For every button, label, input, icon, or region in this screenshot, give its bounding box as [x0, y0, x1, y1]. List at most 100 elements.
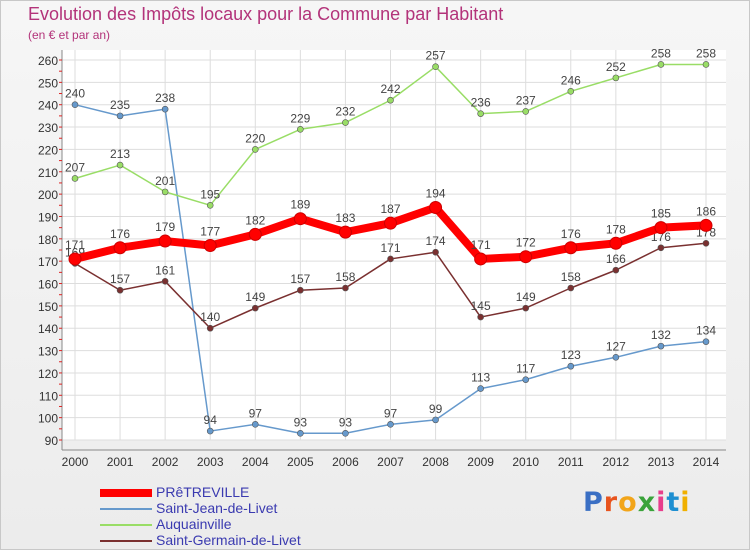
data-point: [206, 324, 214, 332]
data-label: 213: [110, 147, 130, 161]
data-point: [161, 105, 169, 113]
data-point: [612, 74, 620, 82]
legend-label: Saint-Germain-de-Livet: [156, 532, 301, 548]
y-tick-label: 120: [38, 367, 58, 381]
data-point: [251, 421, 259, 428]
data-point: [702, 239, 710, 247]
data-label: 174: [426, 234, 446, 248]
y-tick-label: 260: [38, 54, 58, 68]
data-point: [297, 286, 304, 294]
data-point: [113, 241, 127, 255]
data-point: [161, 188, 169, 196]
data-point: [206, 201, 214, 209]
data-label: 187: [380, 202, 400, 216]
legend-item: Saint-Germain-de-Livet: [100, 532, 400, 549]
data-point: [68, 252, 82, 266]
data-point: [432, 63, 439, 71]
data-label: 145: [471, 299, 491, 313]
data-label: 189: [290, 198, 310, 212]
data-point: [297, 125, 304, 133]
data-label: 242: [380, 82, 400, 96]
data-label: 201: [155, 174, 175, 188]
data-point: [387, 96, 394, 104]
series-saint-jean-de-livet: 240 235 238 94 97 93 93 97 99 113 117 123 127 132 134: [65, 87, 716, 437]
data-point: [158, 234, 172, 248]
data-point: [251, 146, 259, 153]
x-tick-label: 2003: [197, 455, 224, 469]
data-point: [522, 304, 530, 312]
data-label: 179: [155, 220, 175, 234]
data-point: [567, 362, 575, 370]
data-point: [567, 284, 575, 292]
data-point: [477, 110, 484, 117]
x-tick-label: 2007: [377, 455, 404, 469]
data-label: 194: [426, 187, 446, 201]
data-point: [654, 221, 668, 235]
data-label: 149: [516, 290, 536, 304]
data-label: 238: [155, 91, 175, 105]
data-label: 195: [200, 187, 220, 201]
data-point: [657, 342, 665, 350]
legend-label: PRêTREVILLE: [156, 484, 250, 500]
data-label: 123: [561, 348, 581, 362]
logo-letter: t: [666, 487, 681, 518]
legend-swatch: [100, 508, 152, 510]
chart-legend: PRêTREVILLE Saint-Jean-de-Livet Auquainvil…: [100, 484, 400, 549]
data-point: [432, 416, 439, 424]
data-label: 171: [65, 238, 85, 252]
data-point: [251, 304, 259, 312]
data-label: 237: [516, 93, 536, 107]
y-tick-label: 130: [38, 345, 58, 359]
logo-letter: i: [656, 487, 667, 518]
legend-swatch: [100, 489, 152, 497]
data-label: 257: [426, 49, 446, 63]
data-point: [71, 101, 79, 109]
data-label: 171: [380, 241, 400, 255]
data-point: [657, 244, 665, 252]
data-label: 182: [245, 213, 265, 227]
data-label: 252: [606, 60, 626, 74]
data-label: 176: [561, 227, 581, 241]
logo-letter: x: [637, 487, 657, 518]
x-tick-label: 2001: [107, 455, 134, 469]
data-point: [657, 61, 665, 68]
y-tick-label: 250: [38, 76, 58, 90]
x-tick-label: 2012: [603, 455, 630, 469]
legend-item: Saint-Jean-de-Livet: [100, 500, 400, 517]
data-label: 93: [339, 415, 353, 429]
y-tick-label: 170: [38, 255, 58, 269]
data-label: 97: [384, 406, 398, 420]
data-label: 157: [110, 272, 130, 286]
data-label: 158: [335, 270, 355, 284]
data-label: 161: [155, 263, 175, 277]
data-point: [702, 338, 710, 345]
series-auquainville: 207 213 201 195 220 229 232 242 257 236 237 246 252 2…: [65, 46, 716, 209]
data-point: [702, 61, 710, 68]
data-point: [477, 385, 484, 392]
data-point: [612, 353, 620, 361]
data-point: [161, 277, 169, 285]
data-point: [564, 241, 578, 255]
data-point: [699, 218, 713, 232]
data-point: [116, 161, 124, 169]
y-tick-label: 160: [38, 278, 58, 292]
data-point: [342, 429, 349, 437]
logo-letter: i: [680, 487, 691, 518]
chart-title: Evolution des Impôts locaux pour la Comm…: [28, 4, 504, 24]
y-tick-label: 100: [38, 412, 58, 426]
data-label: 99: [429, 402, 443, 416]
x-tick-label: 2010: [512, 455, 539, 469]
data-label: 117: [516, 362, 535, 376]
x-tick-label: 2000: [62, 455, 89, 469]
legend-label: Auquainville: [156, 516, 232, 532]
data-point: [384, 216, 397, 230]
x-tick-label: 2005: [287, 455, 314, 469]
data-point: [387, 255, 394, 263]
legend-label: Saint-Jean-de-Livet: [156, 500, 278, 516]
data-label: 235: [110, 98, 130, 112]
data-point: [567, 87, 575, 95]
data-point: [206, 427, 214, 435]
data-label: 166: [606, 252, 626, 266]
